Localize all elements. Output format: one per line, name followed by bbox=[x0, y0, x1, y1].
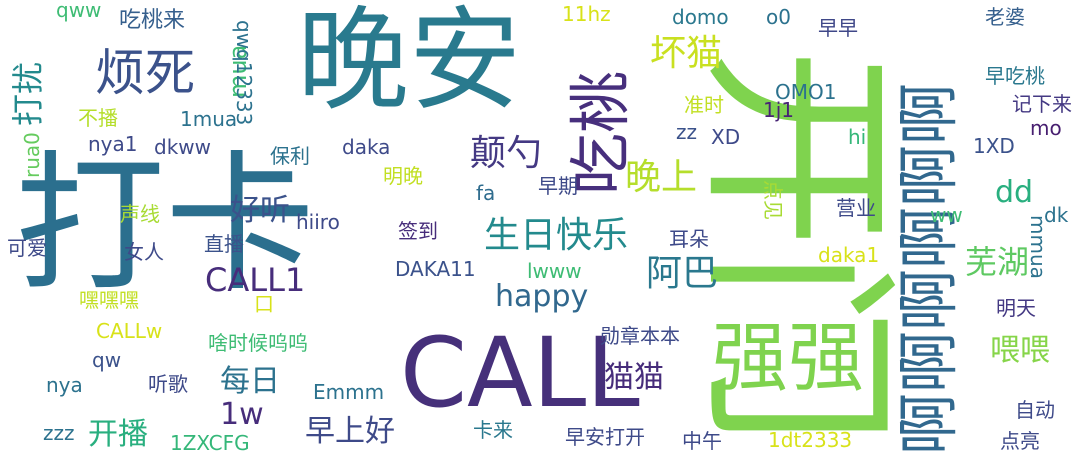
word-69: lwww bbox=[527, 259, 582, 283]
word-85: 中午 bbox=[682, 429, 722, 453]
word-45: rua0 bbox=[20, 132, 44, 178]
word-47: 1mua bbox=[180, 107, 238, 131]
word-8: 烦死 bbox=[95, 44, 195, 102]
word-60: 声线 bbox=[120, 202, 160, 226]
word-61: hiiro bbox=[296, 210, 340, 234]
word-35: 早吃桃 bbox=[985, 64, 1045, 88]
word-83: 卡来 bbox=[473, 418, 513, 442]
word-1: 打卡 bbox=[15, 138, 316, 312]
word-19: 好听 bbox=[230, 193, 290, 228]
word-54: 早期 bbox=[538, 174, 578, 198]
word-23: 猫猫 bbox=[604, 360, 664, 395]
word-11: 晚上 bbox=[625, 157, 698, 198]
word-38: OMO1 bbox=[775, 80, 837, 104]
word-55: 点见 bbox=[761, 180, 785, 220]
word-41: zz bbox=[676, 120, 697, 144]
word-56: 营业 bbox=[836, 196, 876, 220]
word-58: dk bbox=[1044, 203, 1069, 227]
word-79: Emmm bbox=[313, 380, 385, 404]
word-49: dkww bbox=[154, 135, 211, 159]
word-80: 自动 bbox=[1015, 398, 1055, 422]
word-4: CALL bbox=[400, 317, 640, 429]
word-43: hi bbox=[848, 125, 867, 149]
word-46: 不播 bbox=[78, 106, 118, 130]
word-48: nya1 bbox=[88, 132, 138, 156]
word-10: 坏猫 bbox=[650, 33, 723, 74]
word-22: 1w bbox=[220, 397, 264, 432]
word-34: 老婆 bbox=[985, 5, 1025, 29]
word-42: XD bbox=[711, 125, 741, 149]
word-66: 直播 bbox=[204, 232, 244, 256]
word-86: 1dt2333 bbox=[768, 428, 853, 452]
word-78: 听歌 bbox=[148, 372, 188, 396]
word-77: nya bbox=[46, 373, 83, 397]
word-53: fa bbox=[476, 181, 496, 205]
word-87: 点亮 bbox=[1000, 429, 1040, 453]
word-84: 早安打开 bbox=[565, 425, 645, 449]
word-32: o0 bbox=[766, 5, 791, 29]
word-57: ww bbox=[930, 203, 963, 227]
word-29: qww bbox=[56, 0, 102, 22]
word-68: DAKA11 bbox=[395, 257, 476, 281]
word-7: 吃桃 bbox=[564, 70, 637, 195]
word-67: daka1 bbox=[818, 243, 880, 267]
word-71: 嘿嘿嘿 bbox=[79, 288, 139, 312]
word-28: 吃桃来 bbox=[119, 8, 186, 33]
word-13: 生日快乐 bbox=[484, 215, 629, 256]
word-65: 女人 bbox=[124, 240, 164, 264]
word-2: 晚安 bbox=[297, 0, 521, 126]
word-15: 阿巴 bbox=[646, 253, 719, 294]
word-16: CALL1 bbox=[205, 261, 306, 299]
word-18: 芜湖 bbox=[965, 243, 1030, 281]
word-64: 可爱 bbox=[7, 236, 47, 260]
word-39: 1j1 bbox=[763, 98, 795, 122]
word-52: 明晚 bbox=[383, 164, 423, 188]
word-76: qw bbox=[92, 348, 122, 372]
word-12: 颠勺 bbox=[470, 133, 543, 174]
word-33: 早早 bbox=[818, 16, 858, 40]
word-25: 开播 bbox=[88, 417, 148, 452]
word-20: 喂喂 bbox=[990, 333, 1050, 368]
word-70: 明天 bbox=[996, 296, 1036, 320]
word-81: zzz bbox=[43, 421, 75, 445]
word-36: 记下来 bbox=[1012, 92, 1072, 116]
word-31: domo bbox=[672, 5, 729, 29]
word-44: 1XD bbox=[973, 134, 1015, 158]
word-50: 保利 bbox=[270, 144, 310, 168]
word-24: 早上好 bbox=[305, 414, 395, 449]
word-9: 打扰 bbox=[9, 61, 47, 126]
word-30: 11hz bbox=[562, 2, 611, 26]
word-72: 口 bbox=[254, 292, 274, 316]
word-17: dd bbox=[995, 175, 1034, 210]
word-82: 1ZXCFG bbox=[170, 431, 250, 455]
word-6: 强强 bbox=[712, 313, 864, 402]
word-59: mmua bbox=[1026, 215, 1050, 279]
word-75: 勋章本本 bbox=[600, 324, 680, 348]
word-5: 啊啊啊啊啊啊 bbox=[892, 82, 965, 455]
word-14: happy bbox=[495, 279, 589, 314]
word-51: daka bbox=[342, 135, 391, 159]
word-63: 耳朵 bbox=[669, 227, 709, 251]
word-21: 每日 bbox=[220, 364, 280, 399]
word-73: CALLw bbox=[96, 319, 163, 343]
word-37: mo bbox=[1030, 116, 1062, 140]
word-62: 签到 bbox=[398, 219, 438, 243]
word-40: 准时 bbox=[684, 93, 724, 117]
word-74: 啥时候呜呜 bbox=[208, 331, 308, 355]
